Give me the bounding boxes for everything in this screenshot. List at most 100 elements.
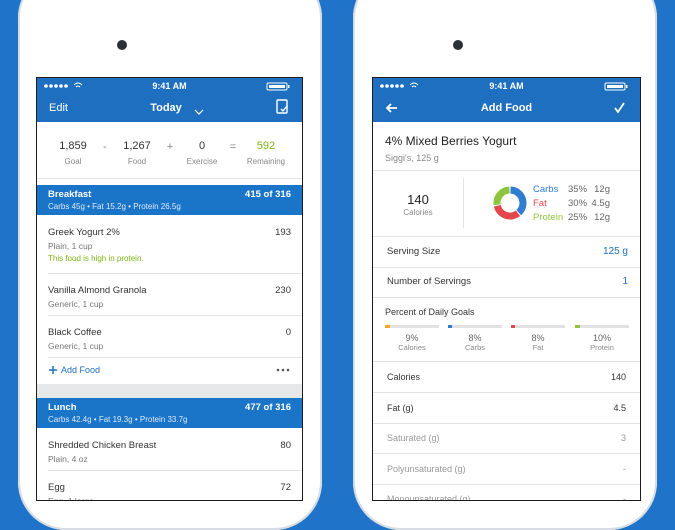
nutrient-name: Polyunsaturated (g): [387, 463, 466, 474]
goal-bar: [385, 325, 390, 328]
nutrient-value: 4.5: [613, 402, 626, 413]
meal-macros: Carbs 45g • Fat 15.2g • Protein 26.5g: [48, 202, 181, 211]
plus-icon: [49, 366, 57, 374]
meal-total: 477 of 316: [245, 402, 291, 413]
dot: [276, 368, 280, 372]
divider: [373, 453, 640, 454]
food-name[interactable]: Shredded Chicken Breast: [48, 440, 157, 451]
nav-bar: [373, 78, 640, 122]
macro-grams: 12g: [594, 184, 610, 195]
food-name[interactable]: Egg: [48, 482, 65, 493]
goal-name: Fat: [532, 343, 544, 352]
servings-value[interactable]: 1: [622, 276, 628, 287]
food-calories: 72: [280, 482, 291, 493]
nutrient-name: Calories: [387, 372, 421, 382]
serving-size-value[interactable]: 125 g: [602, 246, 628, 257]
goal-percent: 8%: [531, 333, 545, 343]
calories-value: 140: [407, 192, 429, 207]
goal-bar: [575, 325, 581, 328]
dot: [286, 368, 290, 372]
divider: [48, 315, 302, 316]
nutrient-name: Monounsaturated (g): [387, 494, 471, 500]
back-icon[interactable]: [385, 103, 397, 113]
macro-percent: 35%: [568, 184, 588, 195]
macro-grams: 12g: [594, 212, 610, 223]
food-name[interactable]: Vanilla Almond Granola: [48, 285, 147, 296]
page: 9:41 AM Edit Today 1,859 Goal 1,267 Food 0 Exerc…: [18, 0, 657, 530]
nutrient-value: 140: [610, 372, 626, 382]
nutrient-value: -: [623, 463, 626, 474]
goal-name: Carbs: [464, 343, 485, 352]
calories-label: Calories: [403, 208, 433, 217]
meal-name: Lunch: [48, 402, 77, 413]
add-food-button[interactable]: Add Food: [61, 365, 101, 375]
summary-label: Exercise: [186, 157, 218, 166]
section-gap: [37, 384, 302, 398]
more-icon[interactable]: [276, 368, 290, 372]
summary-label: Remaining: [246, 157, 286, 166]
food-detail: Plain, 1 cup: [48, 241, 93, 251]
food-title: 4% Mixed Berries Yogurt: [385, 134, 517, 148]
divider: [373, 361, 640, 362]
nav-bar: [37, 78, 302, 122]
meal-header: [37, 185, 302, 215]
divider: [373, 483, 640, 485]
diary-screen: 9:41 AM Edit Today 1,859 Goal 1,267 Food 0 Exerc…: [37, 78, 302, 500]
summary-value: 0: [198, 140, 206, 152]
status-icons: [44, 82, 290, 115]
camera: [453, 40, 463, 50]
meal-total: 415 of 316: [245, 189, 291, 200]
meal-name: Breakfast: [48, 189, 92, 200]
daily-goals-title: Percent of Daily Goals: [385, 307, 475, 317]
nutrient-value: -: [623, 494, 626, 500]
add-food-screen: 9:41 AM Add Food 4% Mixed Berries Yogurt Si…: [373, 78, 640, 500]
goal-percent: 8%: [468, 333, 482, 343]
summary-label: Goal: [64, 157, 82, 166]
food-calories: 0: [285, 327, 291, 338]
donut-segment: [493, 186, 510, 206]
vertical-divider: [463, 178, 464, 228]
macro-name: Protein: [533, 212, 564, 223]
divider: [373, 170, 640, 171]
goal-track: [448, 325, 502, 328]
divider: [373, 236, 640, 237]
food-calories: 193: [275, 227, 291, 238]
divider: [373, 267, 640, 268]
food-detail: Egg, 1 large: [48, 495, 94, 500]
food-brand: Siggi's, 125 g: [385, 153, 439, 163]
edit-button[interactable]: Edit: [49, 102, 68, 114]
food-detail: Generic, 1 cup: [48, 299, 104, 309]
summary-value: 1,859: [59, 140, 87, 152]
check-icon[interactable]: [614, 102, 625, 114]
divider: [48, 470, 302, 471]
status-icons: [380, 82, 628, 114]
macro-donut: [493, 186, 527, 220]
meal-header: [37, 398, 302, 428]
date-title[interactable]: Today: [150, 102, 182, 114]
summary-operator: =: [229, 141, 237, 153]
food-detail: Generic, 1 cup: [48, 341, 104, 351]
goal-name: Calories: [398, 343, 426, 352]
divider: [37, 178, 302, 179]
macro-grams: 4.5g: [591, 198, 611, 209]
food-name[interactable]: Black Coffee: [48, 327, 102, 338]
meal-macros: Carbs 42.4g • Fat 19.3g • Protein 33.7g: [48, 415, 188, 424]
servings-label: Number of Servings: [387, 276, 471, 287]
macro-name: Carbs: [533, 184, 559, 195]
goal-percent: 9%: [405, 333, 419, 343]
food-calories: 80: [280, 440, 291, 451]
serving-size-label: Serving Size: [387, 246, 441, 257]
macro-percent: 30%: [568, 198, 588, 209]
summary-operator: +: [166, 141, 174, 153]
summary-value: 1,267: [123, 140, 151, 152]
food-name[interactable]: Greek Yogurt 2%: [48, 227, 120, 238]
macro-percent: 25%: [568, 212, 588, 223]
divider: [373, 392, 640, 393]
donut-segment: [493, 204, 521, 220]
divider: [48, 357, 302, 358]
screen-title: Add Food: [480, 102, 533, 114]
food-calories: 230: [275, 285, 291, 296]
goal-name: Protein: [590, 343, 614, 352]
divider: [373, 422, 640, 424]
goal-track: [575, 325, 629, 328]
